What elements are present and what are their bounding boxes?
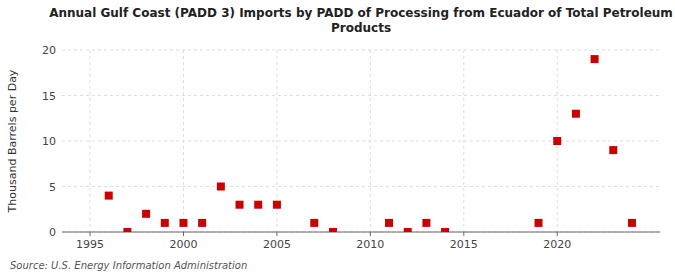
y-tick-label: 0 bbox=[49, 226, 56, 239]
title-line: Products bbox=[331, 21, 391, 35]
point bbox=[591, 55, 599, 63]
x-axis-line bbox=[62, 232, 660, 233]
y-tick-label: 15 bbox=[42, 90, 56, 103]
x-grid-line bbox=[183, 50, 184, 232]
x-grid-line bbox=[463, 50, 464, 232]
x-tick-label: 2015 bbox=[450, 238, 478, 251]
y-tick-label: 20 bbox=[42, 44, 56, 57]
chart: Annual Gulf Coast (PADD 3) Imports by PA… bbox=[0, 0, 675, 275]
x-tick bbox=[370, 232, 371, 236]
y-grid-line bbox=[62, 186, 660, 187]
point bbox=[310, 219, 318, 227]
x-tick bbox=[183, 232, 184, 236]
x-grid-line bbox=[90, 50, 91, 232]
y-grid-line bbox=[62, 232, 660, 233]
point bbox=[329, 228, 337, 232]
point bbox=[161, 219, 169, 227]
x-grid-line bbox=[370, 50, 371, 232]
point bbox=[273, 201, 281, 209]
y-grid-line bbox=[62, 50, 660, 51]
x-tick-label: 2005 bbox=[263, 238, 291, 251]
x-tick bbox=[463, 232, 464, 236]
point bbox=[123, 228, 131, 232]
point bbox=[553, 137, 561, 145]
point bbox=[105, 192, 113, 200]
source-note: Source: U.S. Energy Information Administ… bbox=[10, 260, 247, 271]
point bbox=[609, 146, 617, 154]
x-tick bbox=[90, 232, 91, 236]
point bbox=[236, 201, 244, 209]
title: Annual Gulf Coast (PADD 3) Imports by PA… bbox=[49, 6, 673, 35]
point bbox=[572, 110, 580, 118]
y-tick-label: 5 bbox=[49, 181, 56, 194]
y-grid-line bbox=[62, 141, 660, 142]
y-grid-line bbox=[62, 95, 660, 96]
y-axis-label: Thousand Barrels per Day bbox=[6, 69, 19, 213]
points bbox=[105, 55, 636, 232]
point bbox=[422, 219, 430, 227]
y-tick-label: 10 bbox=[42, 135, 56, 148]
point bbox=[179, 219, 187, 227]
x-tick-label: 2010 bbox=[356, 238, 384, 251]
point bbox=[404, 228, 412, 232]
point bbox=[535, 219, 543, 227]
x-tick-label: 2000 bbox=[169, 238, 197, 251]
title-line: Annual Gulf Coast (PADD 3) Imports by PA… bbox=[49, 6, 673, 20]
x-tick-label: 1995 bbox=[76, 238, 104, 251]
grid bbox=[62, 50, 660, 232]
point bbox=[441, 228, 449, 232]
axes: 0 5 10 15 20 1995 2000 2005 2010 2015 2020 bbox=[42, 44, 660, 251]
point bbox=[142, 210, 150, 218]
x-tick-label: 2020 bbox=[543, 238, 571, 251]
point bbox=[628, 219, 636, 227]
x-tick bbox=[557, 232, 558, 236]
point bbox=[217, 183, 225, 191]
point bbox=[254, 201, 262, 209]
point bbox=[385, 219, 393, 227]
x-tick bbox=[276, 232, 277, 236]
point bbox=[198, 219, 206, 227]
